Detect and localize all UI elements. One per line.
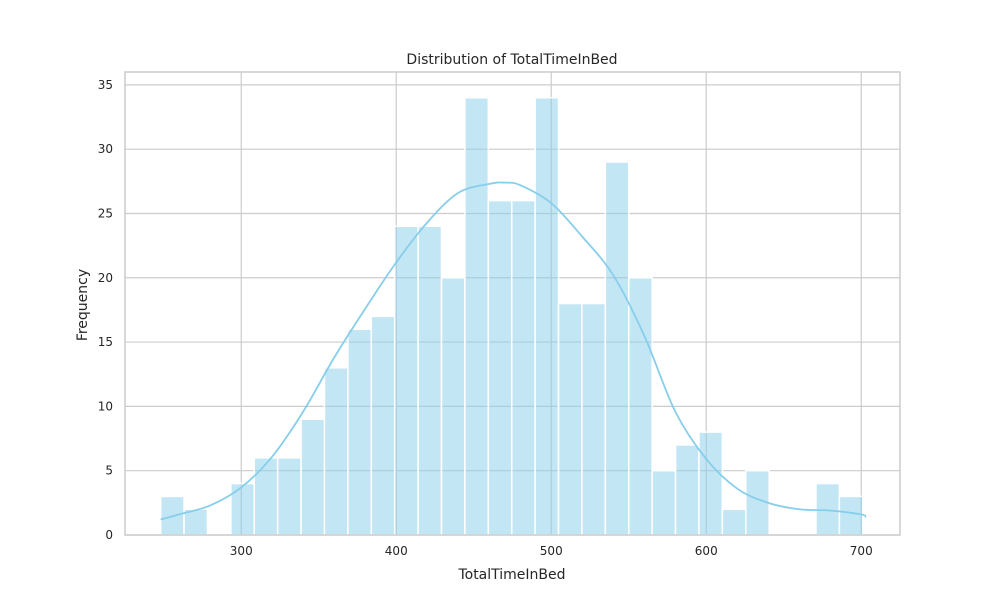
y-tick-label: 0 <box>105 528 113 542</box>
x-axis-label: TotalTimeInBed <box>457 567 565 583</box>
kde-curve-group <box>160 181 867 521</box>
x-tick-label: 500 <box>540 544 563 558</box>
histogram-bar <box>440 277 466 536</box>
histogram-bars <box>159 96 864 536</box>
chart-title: Distribution of TotalTimeInBed <box>406 52 617 68</box>
y-tick-label: 15 <box>98 335 113 349</box>
histogram-bar <box>393 225 419 536</box>
plot-frame <box>124 71 901 536</box>
y-tick-label: 30 <box>98 142 113 156</box>
histogram-bar <box>674 444 700 536</box>
x-tick-label: 700 <box>850 544 873 558</box>
x-tick-label: 300 <box>230 544 253 558</box>
y-tick-label: 25 <box>98 206 113 220</box>
histogram-bar <box>698 431 724 536</box>
histogram-bar <box>557 302 583 536</box>
y-tick-label: 20 <box>98 271 113 285</box>
y-tick-labels: 0 5 10 15 20 25 30 35 <box>98 78 113 542</box>
y-tick-label: 10 <box>98 399 113 413</box>
y-tick-label: 5 <box>105 464 113 478</box>
y-axis-label: Frequency <box>75 269 91 341</box>
histogram-bar <box>300 418 326 536</box>
x-tick-label: 400 <box>385 544 408 558</box>
histogram-bar <box>464 96 490 536</box>
x-tick-labels: 300 400 500 600 700 <box>230 544 873 558</box>
histogram-bar <box>838 495 864 536</box>
histogram-bar <box>487 199 513 536</box>
histogram-bar <box>651 469 677 536</box>
histogram-bar <box>604 161 630 536</box>
kde-curve <box>160 181 867 521</box>
y-tick-label: 35 <box>98 78 113 92</box>
histogram-bar <box>581 302 607 536</box>
histogram-bar <box>417 225 443 536</box>
histogram-bar <box>230 482 256 536</box>
histogram-bar <box>534 96 560 536</box>
x-tick-label: 600 <box>695 544 718 558</box>
histogram-bar <box>628 277 653 536</box>
histogram-bar <box>347 328 373 536</box>
histogram-bar <box>721 508 747 536</box>
histogram-bar <box>323 367 349 536</box>
histogram-bar <box>370 315 396 536</box>
histogram-bar <box>510 199 536 536</box>
histogram-bar <box>276 457 302 536</box>
histogram-bar <box>253 457 279 536</box>
